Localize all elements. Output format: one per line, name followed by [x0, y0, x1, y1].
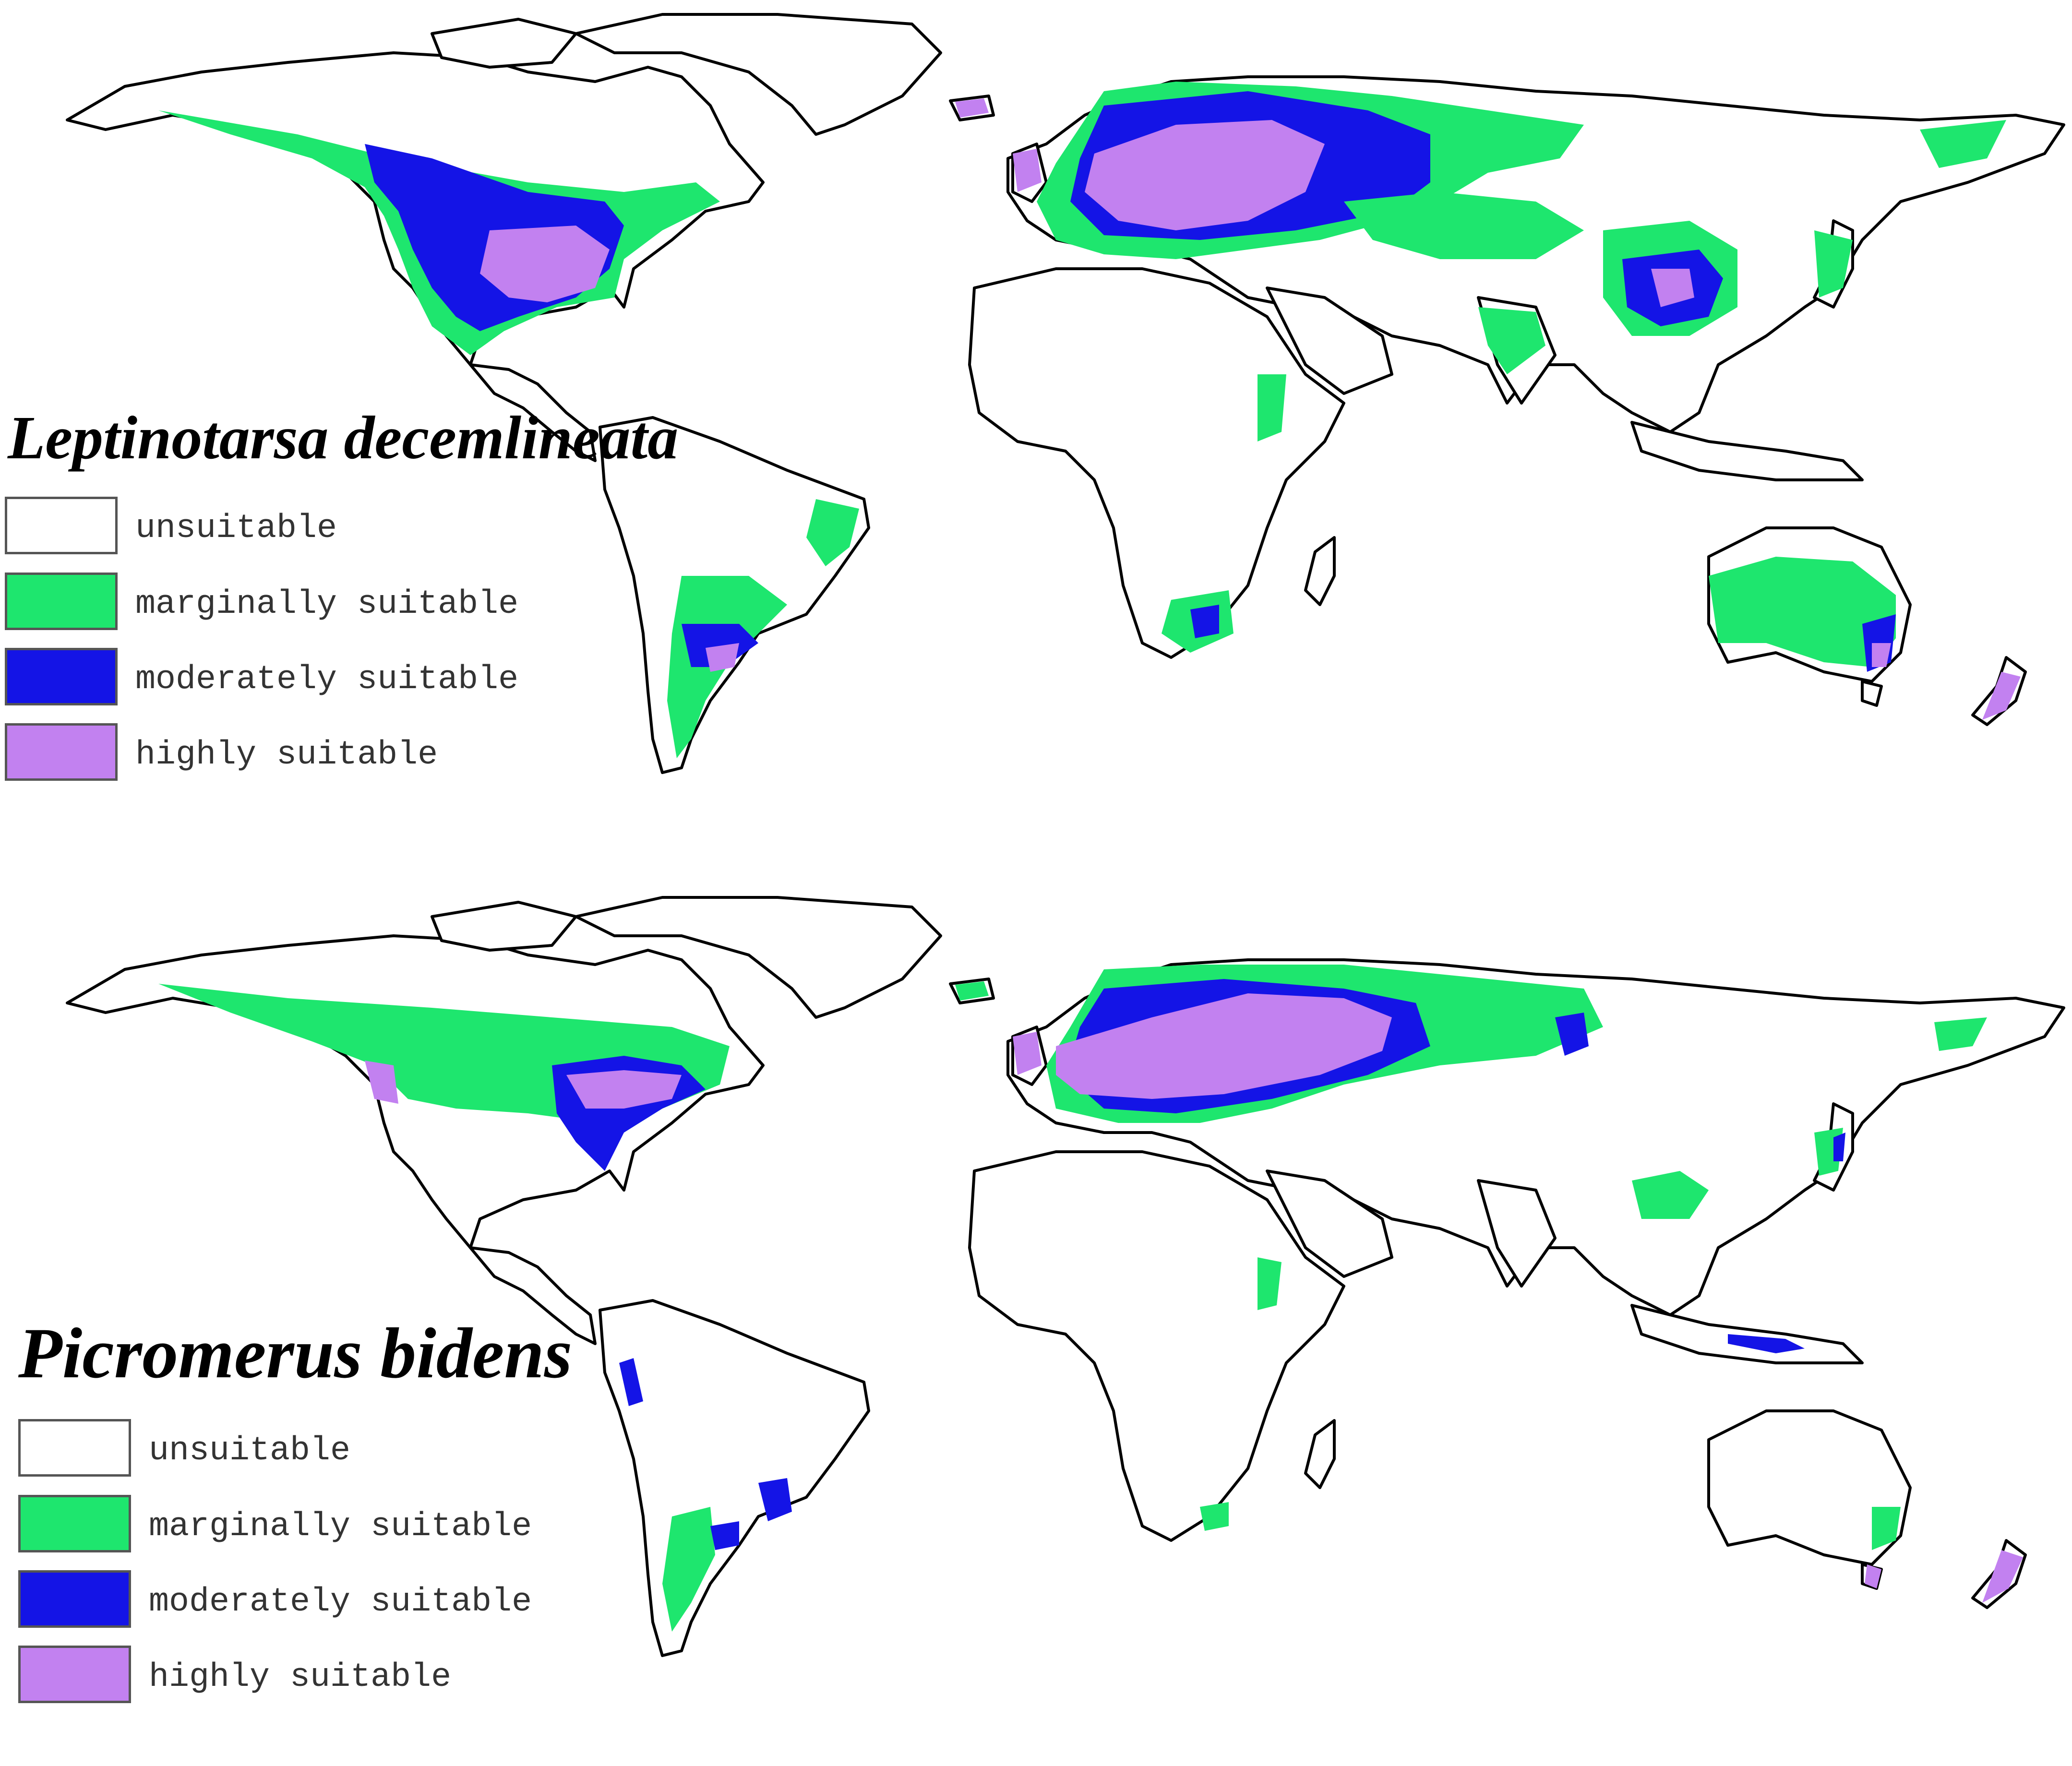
landmass-madagascar [1304, 1419, 1336, 1489]
legend-item-marginally-suitable: marginally suitable [18, 1495, 546, 1552]
landmass-arabia [1266, 1169, 1393, 1278]
legend-swatch [5, 573, 118, 630]
legend-swatch [5, 723, 118, 781]
legend-label: highly suitable [149, 1659, 452, 1696]
suitability-overlay-leptinotarsa [158, 82, 2021, 758]
legend-swatch [18, 1570, 131, 1628]
legend-label: marginally suitable [135, 585, 519, 623]
legend-label: moderately suitable [149, 1583, 532, 1621]
landmass-indonesia [1630, 421, 1864, 481]
legend-item-moderately-suitable: moderately suitable [5, 648, 533, 705]
map-panel-leptinotarsa: Leptinotarsa decemlineata unsuitable mar… [5, 13, 2065, 781]
landmass-greenland [575, 13, 942, 136]
legend-item-unsuitable: unsuitable [18, 1419, 546, 1477]
legend-swatch [18, 1495, 131, 1552]
landmass-arctic-islands [431, 901, 577, 952]
landmass-arctic-islands [431, 18, 577, 69]
legend-label: marginally suitable [149, 1508, 532, 1546]
landmass-india [1477, 1179, 1557, 1288]
legend-item-moderately-suitable: moderately suitable [18, 1570, 546, 1628]
legend-label: highly suitable [135, 736, 438, 774]
legend-item-highly-suitable: highly suitable [18, 1646, 546, 1703]
landmass-indonesia [1630, 1304, 1864, 1364]
world-map-leptinotarsa [66, 13, 2065, 774]
legend-item-marginally-suitable: marginally suitable [5, 573, 533, 630]
landmass-central-america [469, 363, 597, 462]
world-map-picromerus [66, 896, 2065, 1657]
legend-swatch [18, 1646, 131, 1703]
landmass-australia [1707, 1409, 1912, 1566]
landmass-greenland [575, 896, 942, 1019]
landmass-arabia [1266, 286, 1393, 395]
legend-item-unsuitable: unsuitable [5, 497, 533, 554]
suitability-overlay-picromerus [158, 965, 2023, 1632]
legend-label: unsuitable [149, 1432, 351, 1470]
legend-label: moderately suitable [135, 661, 519, 699]
landmass-madagascar [1304, 536, 1336, 606]
legend-swatch [18, 1419, 131, 1477]
species-title: Picromerus bidens [18, 1313, 573, 1393]
legend-item-highly-suitable: highly suitable [5, 723, 533, 781]
legend-swatch [5, 648, 118, 705]
species-title: Leptinotarsa decemlineata [8, 404, 679, 472]
landmass-tasmania [1861, 680, 1883, 707]
landmass-south-america [599, 1299, 870, 1657]
landmass-africa [968, 1150, 1345, 1542]
landmass-central-america [469, 1246, 597, 1345]
legend-label: unsuitable [135, 510, 337, 548]
map-panel-picromerus: Picromerus bidens unsuitable marginally … [0, 883, 2072, 1766]
legend-swatch [5, 497, 118, 554]
